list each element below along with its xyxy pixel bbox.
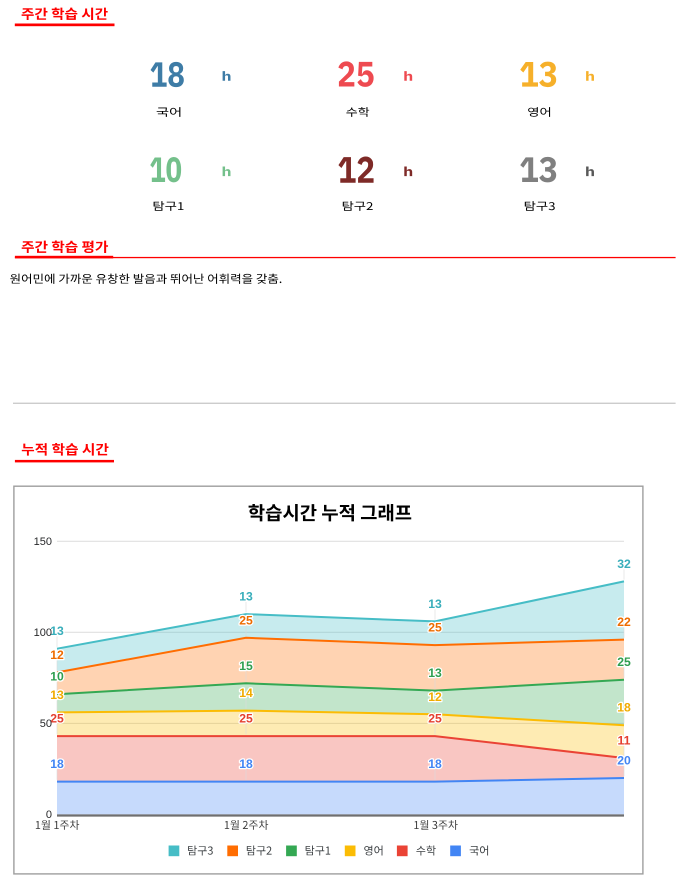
svg-text:18: 18 [50,757,64,771]
svg-text:13: 13 [50,688,64,702]
svg-text:150: 150 [34,536,52,548]
svg-text:25: 25 [617,655,631,669]
svg-text:13: 13 [239,590,253,604]
svg-text:13: 13 [428,666,442,680]
svg-text:22: 22 [617,615,631,629]
svg-text:18: 18 [617,701,631,715]
svg-text:25: 25 [239,712,253,726]
svg-text:0: 0 [46,809,52,821]
svg-text:14: 14 [239,686,253,700]
svg-text:25: 25 [428,621,442,635]
svg-text:50: 50 [40,718,52,730]
svg-text:25: 25 [239,613,253,627]
svg-text:18: 18 [428,757,442,771]
svg-text:20: 20 [617,754,631,768]
svg-text:10: 10 [50,670,64,684]
svg-text:32: 32 [617,557,631,571]
svg-text:11: 11 [618,734,631,748]
svg-text:25: 25 [50,712,64,726]
svg-text:12: 12 [428,690,442,704]
svg-text:13: 13 [50,624,64,638]
svg-text:18: 18 [239,757,253,771]
svg-text:13: 13 [428,597,442,611]
svg-text:100: 100 [34,627,52,639]
svg-text:15: 15 [239,659,253,673]
svg-text:25: 25 [428,712,442,726]
svg-text:12: 12 [50,648,64,662]
